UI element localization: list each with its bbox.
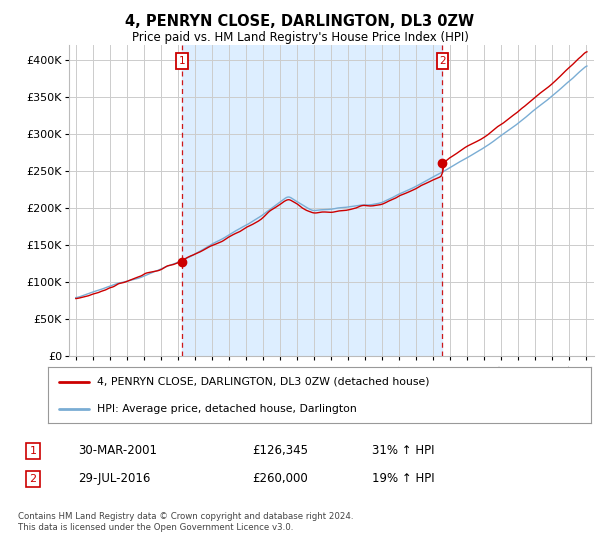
Text: 30-MAR-2001: 30-MAR-2001 [78,444,157,458]
Text: Price paid vs. HM Land Registry's House Price Index (HPI): Price paid vs. HM Land Registry's House … [131,31,469,44]
Text: 1: 1 [29,446,37,456]
Text: HPI: Average price, detached house, Darlington: HPI: Average price, detached house, Darl… [97,404,356,414]
Text: 1: 1 [179,56,185,66]
Text: 29-JUL-2016: 29-JUL-2016 [78,472,151,486]
Text: £260,000: £260,000 [252,472,308,486]
Text: 19% ↑ HPI: 19% ↑ HPI [372,472,434,486]
Text: 2: 2 [29,474,37,484]
Text: 2: 2 [439,56,446,66]
Text: 31% ↑ HPI: 31% ↑ HPI [372,444,434,458]
Text: £126,345: £126,345 [252,444,308,458]
Text: 4, PENRYN CLOSE, DARLINGTON, DL3 0ZW (detached house): 4, PENRYN CLOSE, DARLINGTON, DL3 0ZW (de… [97,377,430,387]
Text: 4, PENRYN CLOSE, DARLINGTON, DL3 0ZW: 4, PENRYN CLOSE, DARLINGTON, DL3 0ZW [125,14,475,29]
Bar [182,45,442,356]
Text: Contains HM Land Registry data © Crown copyright and database right 2024.
This d: Contains HM Land Registry data © Crown c… [18,512,353,532]
